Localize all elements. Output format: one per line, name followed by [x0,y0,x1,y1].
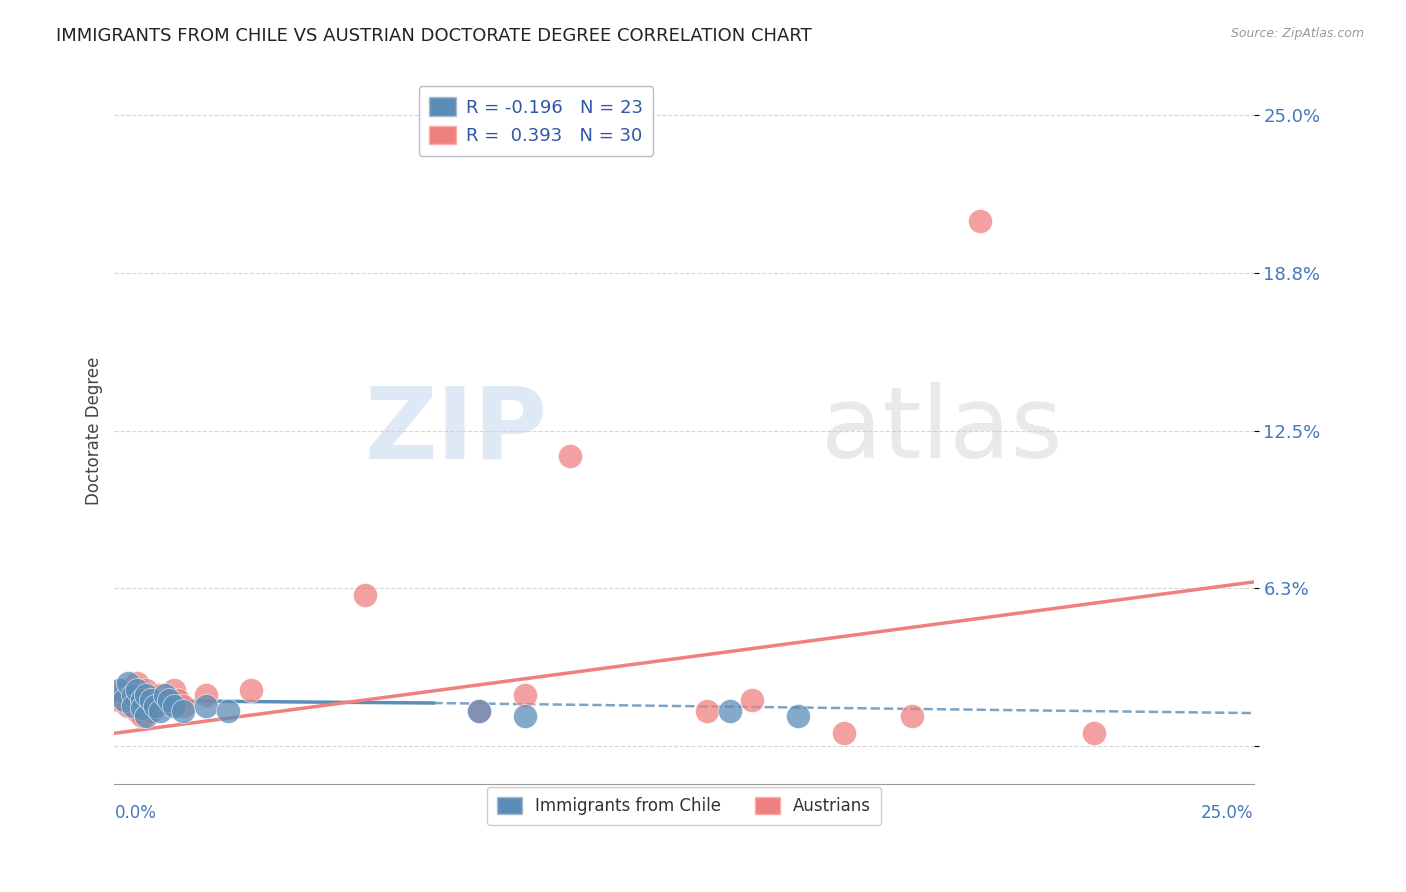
Point [112,683,135,698]
Point [718,704,741,718]
Point [112,693,135,707]
Point [560,449,582,463]
Text: atlas: atlas [821,382,1063,479]
Text: Source: ZipAtlas.com: Source: ZipAtlas.com [1230,27,1364,40]
Point [139,693,162,707]
Point [149,689,172,703]
Legend: Immigrants from Chile, Austrians: Immigrants from Chile, Austrians [486,787,882,825]
Point [145,698,167,713]
Text: 0.0%: 0.0% [114,804,156,822]
Point [163,683,186,698]
Point [108,683,131,698]
Point [194,689,217,703]
Point [167,693,190,707]
Point [127,676,149,690]
Point [145,698,167,713]
Point [163,698,186,713]
Point [468,704,491,718]
Point [127,683,149,698]
Point [172,704,194,718]
Point [131,708,153,723]
Y-axis label: Doctorate Degree: Doctorate Degree [86,357,103,505]
Point [108,693,131,707]
Point [217,704,239,718]
Point [139,704,162,718]
Point [741,693,763,707]
Point [787,708,810,723]
Point [354,588,377,602]
Point [131,693,153,707]
Point [969,214,991,228]
Text: ZIP: ZIP [364,382,547,479]
Point [468,704,491,718]
Point [135,708,157,723]
Point [157,693,180,707]
Point [139,693,162,707]
Point [117,676,139,690]
Point [1083,726,1105,740]
Point [131,701,153,715]
Point [135,698,157,713]
Point [135,683,157,698]
Point [696,704,718,718]
Point [240,683,263,698]
Point [194,698,217,713]
Point [513,689,536,703]
Point [127,704,149,718]
Point [121,689,143,703]
Point [117,698,139,713]
Text: IMMIGRANTS FROM CHILE VS AUSTRIAN DOCTORATE DEGREE CORRELATION CHART: IMMIGRANTS FROM CHILE VS AUSTRIAN DOCTOR… [56,27,813,45]
Point [901,708,924,723]
Point [121,689,143,703]
Point [153,693,176,707]
Point [121,698,143,713]
Text: 25.0%: 25.0% [1201,804,1254,822]
Point [172,698,194,713]
Point [135,689,157,703]
Point [832,726,855,740]
Point [153,689,176,703]
Point [149,704,172,718]
Point [513,708,536,723]
Point [131,693,153,707]
